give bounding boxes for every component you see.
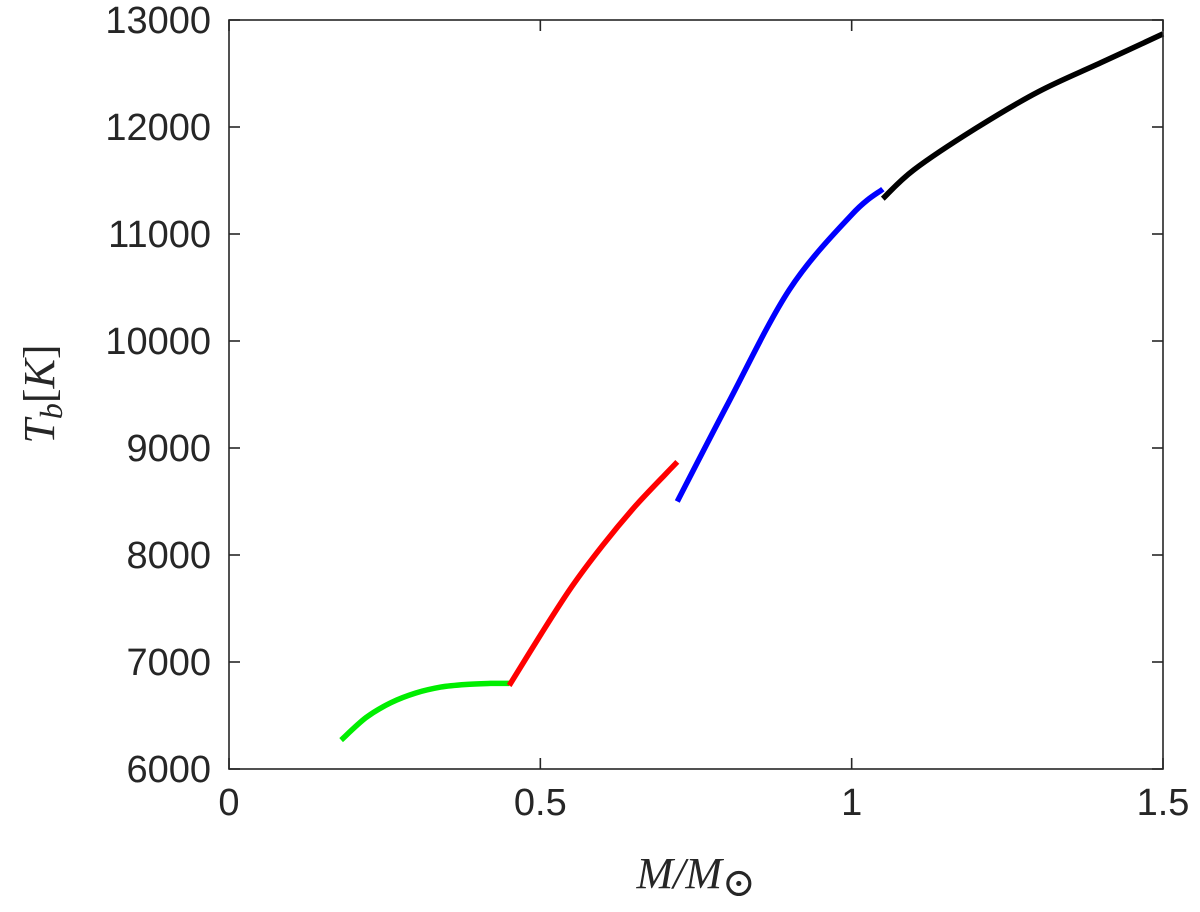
x-tick-label-3: 1.5 bbox=[1137, 782, 1190, 824]
y-tick-label-4: 10000 bbox=[105, 321, 211, 363]
y-tick-label-5: 11000 bbox=[108, 214, 211, 256]
y-tick-label-6: 12000 bbox=[105, 107, 211, 149]
tick-layer: 0 0.5 1 1.5 6000 7000 8000 9000 10000 11000 12000 1… bbox=[105, 0, 1189, 824]
series-line-2 bbox=[506, 459, 680, 687]
y-axis-label: Tb[K] bbox=[15, 344, 69, 443]
y-tick-label-1: 7000 bbox=[126, 642, 211, 684]
x-tick-label-2: 1 bbox=[841, 782, 862, 824]
x-tick-label-1: 0.5 bbox=[514, 782, 567, 824]
y-tick-label-3: 9000 bbox=[126, 428, 211, 470]
series-line-4 bbox=[880, 31, 1165, 201]
x-tick-label-0: 0 bbox=[218, 782, 239, 824]
y-tick-label-7: 13000 bbox=[105, 0, 211, 42]
y-tick-label-0: 6000 bbox=[126, 749, 211, 791]
plot-frame bbox=[228, 19, 1164, 770]
plot-layer bbox=[339, 31, 1165, 743]
series-line-1 bbox=[339, 680, 510, 743]
series-line-3 bbox=[674, 186, 885, 503]
svg-text:Tb[K]: Tb[K] bbox=[15, 344, 69, 443]
x-axis-label: M/M⊙ bbox=[635, 849, 755, 905]
y-tick-label-2: 8000 bbox=[126, 535, 211, 577]
